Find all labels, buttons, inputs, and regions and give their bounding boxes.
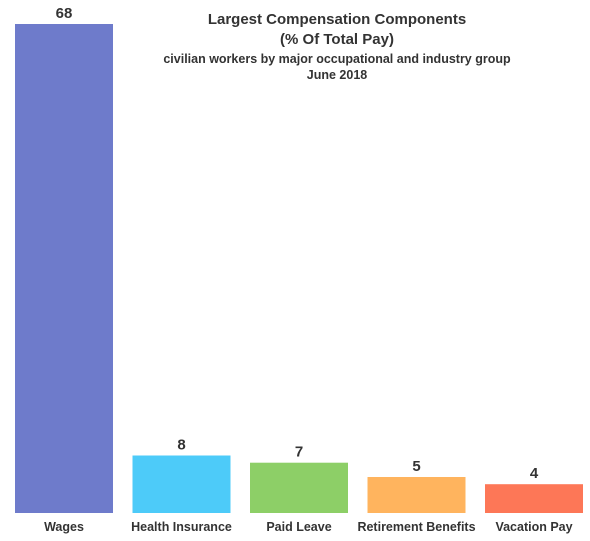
value-label-paid-leave: 7 [295, 444, 303, 461]
value-label-wages: 68 [56, 5, 73, 22]
bar-wages [15, 24, 113, 513]
bar-retirement-benefits [367, 477, 466, 513]
chart-title-line2: (% Of Total Pay) [280, 31, 394, 48]
bars-group [15, 24, 583, 513]
chart-subtitle: civilian workers by major occupational a… [163, 52, 511, 66]
category-label-vacation-pay: Vacation Pay [495, 520, 572, 534]
value-label-retirement-benefits: 5 [412, 458, 420, 475]
category-label-paid-leave: Paid Leave [266, 520, 331, 534]
value-label-health-insurance: 8 [177, 437, 185, 454]
category-label-wages: Wages [44, 520, 84, 534]
category-label-retirement-benefits: Retirement Benefits [357, 520, 475, 534]
value-labels-group: 68 8 7 5 4 [56, 5, 539, 482]
bar-vacation-pay [485, 484, 583, 513]
chart-title: Largest Compensation Components [208, 11, 466, 28]
bar-paid-leave [250, 462, 348, 513]
category-labels-group: Wages Health Insurance Paid Leave Retiremen… [44, 520, 573, 534]
category-label-health-insurance: Health Insurance [131, 520, 232, 534]
value-label-vacation-pay: 4 [530, 465, 539, 482]
bar-health-insurance [132, 455, 231, 513]
chart-subtitle-line2: June 2018 [307, 68, 368, 82]
